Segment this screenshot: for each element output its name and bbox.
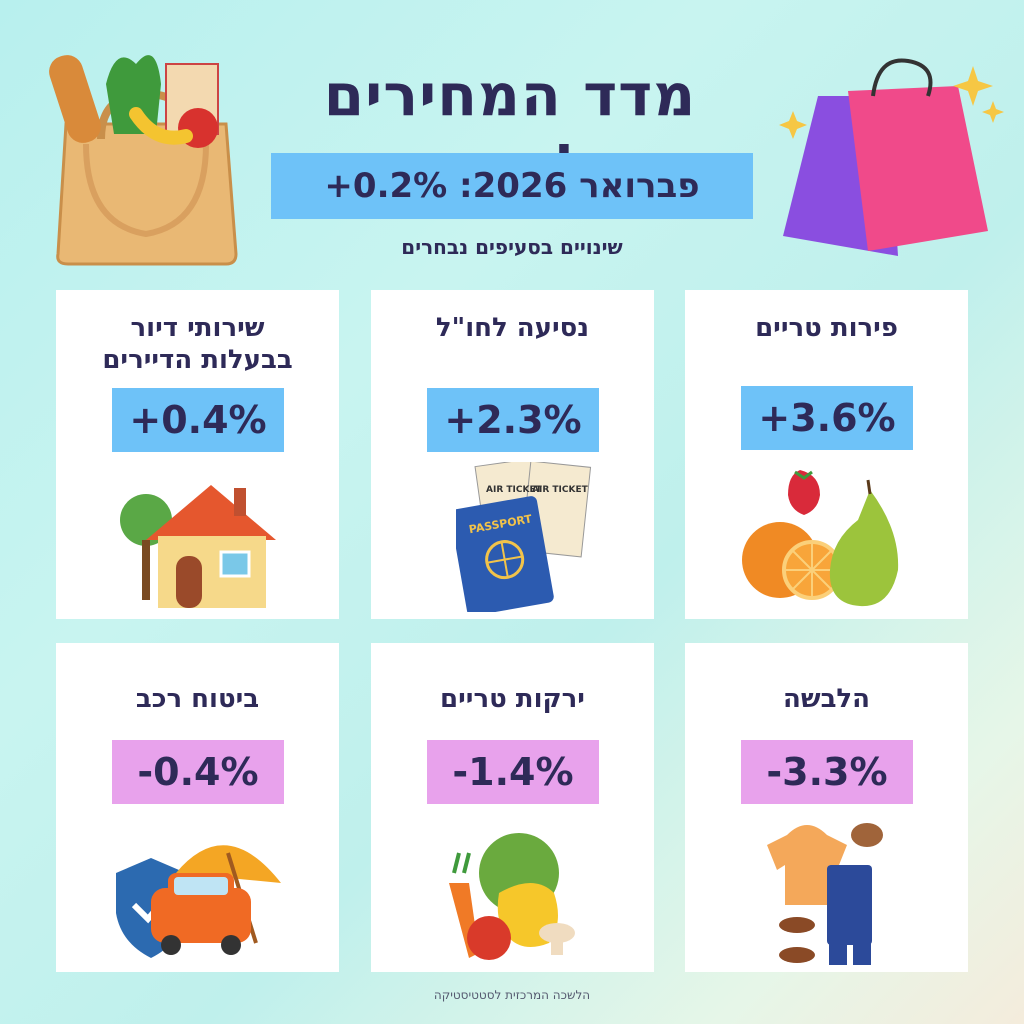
- fruits-icon: [742, 470, 899, 607]
- passport-ticket-icon: AIR TICKET AIR TICKET PASSPORT: [456, 462, 592, 612]
- change-badge: -0.4%: [112, 740, 284, 804]
- card-title: פירות טריים: [755, 313, 898, 343]
- shopping-bags-icon: [779, 58, 1004, 256]
- card-housing-services: שירותי דיור בבעלות הדיירים +0.4%: [56, 290, 339, 619]
- clothing-icon: [767, 823, 883, 965]
- card-car-insurance: ביטוח רכב -0.4%: [56, 643, 339, 972]
- change-badge: +0.4%: [112, 388, 284, 452]
- page-title: מדד המחירים לצרכן: [323, 61, 697, 199]
- card-title: נסיעה לחו"ל: [435, 313, 590, 343]
- ticket-text: AIR TICKET: [532, 485, 589, 495]
- ticket-text: AIR TICKET: [486, 485, 543, 495]
- card-clothing: הלבשה -3.3%: [685, 643, 968, 972]
- page-subtitle: שינויים בסעיפים נבחרים: [401, 235, 623, 259]
- card-travel-abroad: נסיעה לחו"ל +2.3% AIR TICKET AIR TICKET …: [371, 290, 654, 619]
- card-title: שירותי דיור בבעלות הדיירים: [66, 312, 329, 376]
- card-title: ביטוח רכב: [135, 684, 260, 714]
- vegetables-icon: [449, 833, 575, 960]
- change-badge: -1.4%: [427, 740, 599, 804]
- car-insurance-icon: [116, 845, 281, 958]
- card-fresh-vegetables: ירקות טריים -1.4%: [371, 643, 654, 972]
- source-footer: הלשכה המרכזית לסטטיסטיקה: [433, 988, 591, 1002]
- headline-banner: פברואר 2026: 0.2%+: [271, 153, 753, 219]
- card-title: ירקות טריים: [440, 684, 585, 714]
- card-fresh-fruits: פירות טריים +3.6%: [685, 290, 968, 619]
- change-badge: +2.3%: [427, 388, 599, 452]
- card-title-line: שירותי דיור: [130, 313, 265, 343]
- house-icon: [120, 485, 276, 608]
- change-badge: +3.6%: [741, 386, 913, 450]
- card-title: הלבשה: [782, 684, 871, 714]
- change-badge: -3.3%: [741, 740, 913, 804]
- grocery-bag-icon: [49, 55, 238, 266]
- card-title-line: בבעלות הדיירים: [102, 345, 293, 375]
